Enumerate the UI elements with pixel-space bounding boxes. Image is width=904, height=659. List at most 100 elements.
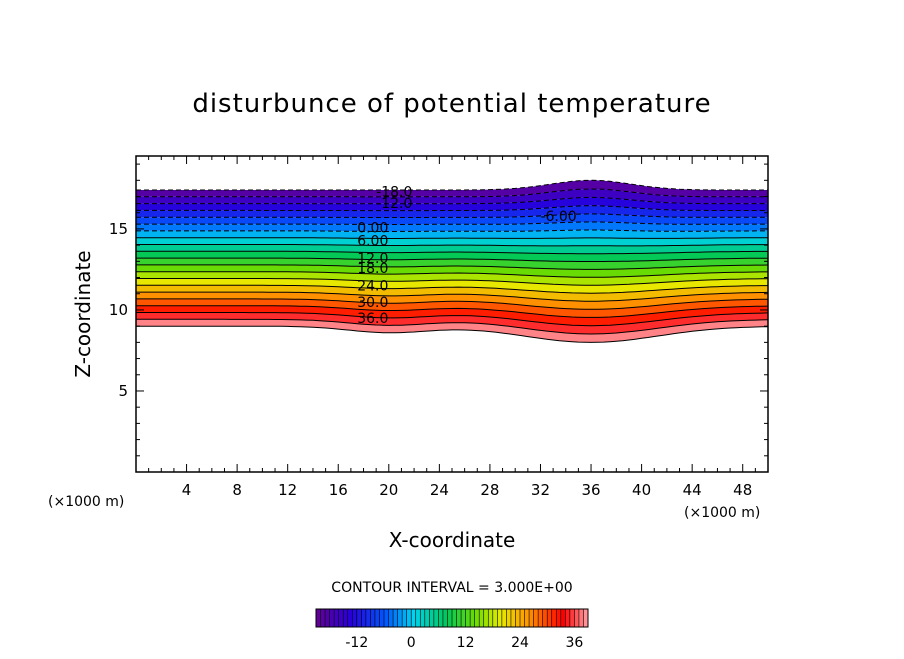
colorbar-cell bbox=[424, 609, 430, 627]
colorbar-cell bbox=[501, 609, 507, 627]
field-band bbox=[136, 319, 768, 343]
contour-line bbox=[136, 291, 768, 302]
contour-line bbox=[136, 250, 768, 255]
colorbar-cell bbox=[542, 609, 548, 627]
colorbar-cell bbox=[411, 609, 417, 627]
x-axis-title: X-coordinate bbox=[389, 528, 516, 552]
field-band bbox=[136, 189, 768, 204]
chart-title: disturbunce of potential temperature bbox=[192, 89, 711, 119]
colorbar-cell bbox=[483, 609, 489, 627]
contour-line bbox=[136, 179, 768, 191]
colorbar-cell bbox=[520, 609, 525, 627]
colorbar-cell bbox=[578, 609, 584, 627]
colorbar-cell bbox=[374, 609, 380, 627]
field-band bbox=[136, 271, 768, 286]
x-unit-label: (×1000 m) bbox=[684, 505, 760, 521]
contour-label: 0.00 bbox=[357, 220, 388, 236]
colorbar-cell bbox=[388, 609, 394, 627]
colorbar-cell bbox=[452, 609, 457, 627]
colorbar-cell bbox=[406, 609, 412, 627]
x-tick-label: 40 bbox=[632, 481, 651, 499]
colorbar-cell bbox=[474, 609, 480, 627]
contour-label: 6.00 bbox=[357, 233, 388, 249]
y-axis-title: Z-coordinate bbox=[71, 250, 95, 377]
field-band bbox=[136, 205, 768, 218]
contour-label: -18.0 bbox=[376, 185, 412, 201]
contour-line bbox=[136, 271, 768, 278]
contour-line bbox=[136, 305, 768, 318]
colorbar-cell bbox=[338, 609, 344, 627]
colorbar-cell bbox=[538, 609, 544, 627]
colorbar-cell bbox=[456, 609, 462, 627]
x-tick-label: 28 bbox=[480, 481, 499, 499]
contour-label: 36.0 bbox=[357, 311, 388, 327]
contour-label: 18.0 bbox=[357, 261, 388, 277]
field-band bbox=[136, 278, 768, 294]
colorbar-cell bbox=[334, 609, 340, 627]
colorbar-cell bbox=[429, 609, 435, 627]
colorbar-cell bbox=[393, 609, 398, 627]
field-band bbox=[136, 285, 768, 302]
colorbar-cell bbox=[397, 609, 403, 627]
colorbar-cell bbox=[343, 609, 349, 627]
colorbar-cell bbox=[347, 609, 353, 627]
colorbar-cell bbox=[325, 609, 330, 627]
contour-label: 24.0 bbox=[357, 279, 388, 295]
field-band bbox=[136, 292, 768, 310]
contour-line bbox=[136, 205, 768, 212]
colorbar-cell bbox=[497, 609, 503, 627]
colorbar-cell bbox=[420, 609, 426, 627]
contour-lines bbox=[136, 179, 768, 343]
colorbar-cell bbox=[569, 609, 575, 627]
colorbar-cell bbox=[506, 609, 512, 627]
colorbar-cell bbox=[479, 609, 485, 627]
colorbar-cell bbox=[461, 609, 466, 627]
contour-line bbox=[136, 312, 768, 327]
colorbar-cell bbox=[510, 609, 516, 627]
colorbar-cell bbox=[361, 609, 367, 627]
colorbar-cell bbox=[384, 609, 389, 627]
colorbar: -12 0 12 24 36 bbox=[315, 608, 589, 651]
x-tick-label: 44 bbox=[683, 481, 702, 499]
y-tick-label: 15 bbox=[109, 220, 128, 238]
colorbar-cell bbox=[402, 609, 408, 627]
colorbar-cell bbox=[415, 609, 421, 627]
contour-line bbox=[136, 221, 768, 225]
colorbar-cell bbox=[320, 609, 326, 627]
colorbar-frame bbox=[315, 608, 589, 628]
colorbar-cell bbox=[533, 609, 539, 627]
colorbar-cell bbox=[524, 609, 530, 627]
contour-line bbox=[136, 278, 768, 286]
contour-line bbox=[136, 325, 768, 343]
colorbar-cell bbox=[442, 609, 448, 627]
colorbar-cell bbox=[551, 609, 557, 627]
field-band bbox=[136, 312, 768, 334]
colorbar-cell bbox=[365, 609, 371, 627]
contour-label: 30.0 bbox=[357, 295, 388, 311]
colorbar-cell bbox=[492, 609, 498, 627]
contour-line bbox=[136, 237, 768, 239]
y-tick-label: 5 bbox=[118, 382, 128, 400]
colorbar-cell bbox=[370, 609, 376, 627]
colorbar-cell bbox=[352, 609, 358, 627]
contour-line bbox=[136, 264, 768, 270]
contour-label: -12.0 bbox=[376, 196, 412, 212]
contour-interval-label: CONTOUR INTERVAL = 3.000E+00 bbox=[331, 580, 572, 596]
field-band bbox=[136, 237, 768, 246]
x-tick-label: 16 bbox=[329, 481, 348, 499]
colorbar-cell bbox=[433, 609, 439, 627]
contour-line bbox=[136, 229, 768, 232]
x-tick-label: 8 bbox=[232, 481, 242, 499]
colorbar-cell bbox=[447, 609, 453, 627]
colorbar-cell bbox=[515, 609, 521, 627]
colorbar-cell bbox=[316, 609, 321, 627]
field-band bbox=[136, 230, 768, 239]
x-tick-label: 36 bbox=[581, 481, 600, 499]
contour-line bbox=[136, 188, 768, 198]
colorbar-cell bbox=[379, 609, 385, 627]
contour-line bbox=[136, 244, 768, 247]
x-tick-label: 24 bbox=[430, 481, 449, 499]
x-tick-label: 48 bbox=[733, 481, 752, 499]
